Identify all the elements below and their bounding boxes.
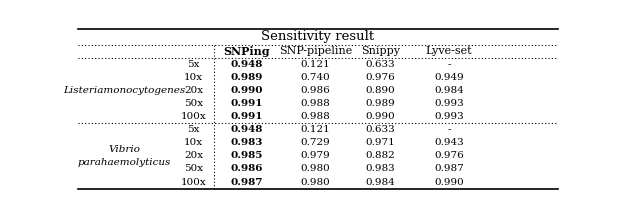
Text: 5x: 5x [187, 60, 200, 69]
Text: 0.988: 0.988 [301, 112, 330, 121]
Text: 0.949: 0.949 [434, 73, 464, 82]
Text: 20x: 20x [184, 86, 203, 95]
Text: 5x: 5x [187, 125, 200, 134]
Text: 0.980: 0.980 [301, 164, 330, 173]
Text: 0.971: 0.971 [365, 138, 395, 147]
Text: Vibrio
parahaemolyticus: Vibrio parahaemolyticus [78, 145, 171, 167]
Text: 0.948: 0.948 [231, 125, 263, 134]
Text: 0.976: 0.976 [365, 73, 395, 82]
Text: 0.121: 0.121 [301, 125, 330, 134]
Text: 50x: 50x [184, 99, 203, 108]
Text: 0.985: 0.985 [231, 151, 263, 160]
Text: 0.980: 0.980 [301, 178, 330, 187]
Text: 0.993: 0.993 [434, 99, 464, 108]
Text: 0.986: 0.986 [301, 86, 330, 95]
Text: SNP-pipeline: SNP-pipeline [279, 46, 352, 56]
Text: 0.890: 0.890 [365, 86, 395, 95]
Text: 0.986: 0.986 [231, 164, 263, 173]
Text: 0.993: 0.993 [434, 112, 464, 121]
Text: 10x: 10x [184, 138, 203, 147]
Text: Listeriamonocytogenes: Listeriamonocytogenes [63, 86, 186, 95]
Text: 0.948: 0.948 [231, 60, 263, 69]
Text: 0.984: 0.984 [365, 178, 395, 187]
Text: 0.729: 0.729 [301, 138, 330, 147]
Text: 0.989: 0.989 [231, 73, 263, 82]
Text: 0.991: 0.991 [231, 112, 263, 121]
Text: 0.987: 0.987 [434, 164, 464, 173]
Text: 0.983: 0.983 [231, 138, 263, 147]
Text: 0.943: 0.943 [434, 138, 464, 147]
Text: 0.976: 0.976 [434, 151, 464, 160]
Text: 100x: 100x [181, 178, 206, 187]
Text: 100x: 100x [181, 112, 206, 121]
Text: 10x: 10x [184, 73, 203, 82]
Text: 0.882: 0.882 [365, 151, 395, 160]
Text: 0.987: 0.987 [231, 178, 263, 187]
Text: Sensitivity result: Sensitivity result [261, 30, 374, 43]
Text: -: - [447, 60, 451, 69]
Text: Lyve-set: Lyve-set [425, 46, 472, 56]
Text: -: - [447, 125, 451, 134]
Text: 0.991: 0.991 [231, 99, 263, 108]
Text: 0.979: 0.979 [301, 151, 330, 160]
Text: 0.990: 0.990 [434, 178, 464, 187]
Text: 0.121: 0.121 [301, 60, 330, 69]
Text: 0.989: 0.989 [365, 99, 395, 108]
Text: 0.633: 0.633 [365, 125, 395, 134]
Text: 0.988: 0.988 [301, 99, 330, 108]
Text: Snippy: Snippy [361, 46, 400, 56]
Text: 0.984: 0.984 [434, 86, 464, 95]
Text: 50x: 50x [184, 164, 203, 173]
Text: 0.990: 0.990 [231, 86, 263, 95]
Text: 0.740: 0.740 [301, 73, 330, 82]
Text: 0.633: 0.633 [365, 60, 395, 69]
Text: 0.983: 0.983 [365, 164, 395, 173]
Text: SNPing: SNPing [223, 46, 270, 57]
Text: 20x: 20x [184, 151, 203, 160]
Text: 0.990: 0.990 [365, 112, 395, 121]
